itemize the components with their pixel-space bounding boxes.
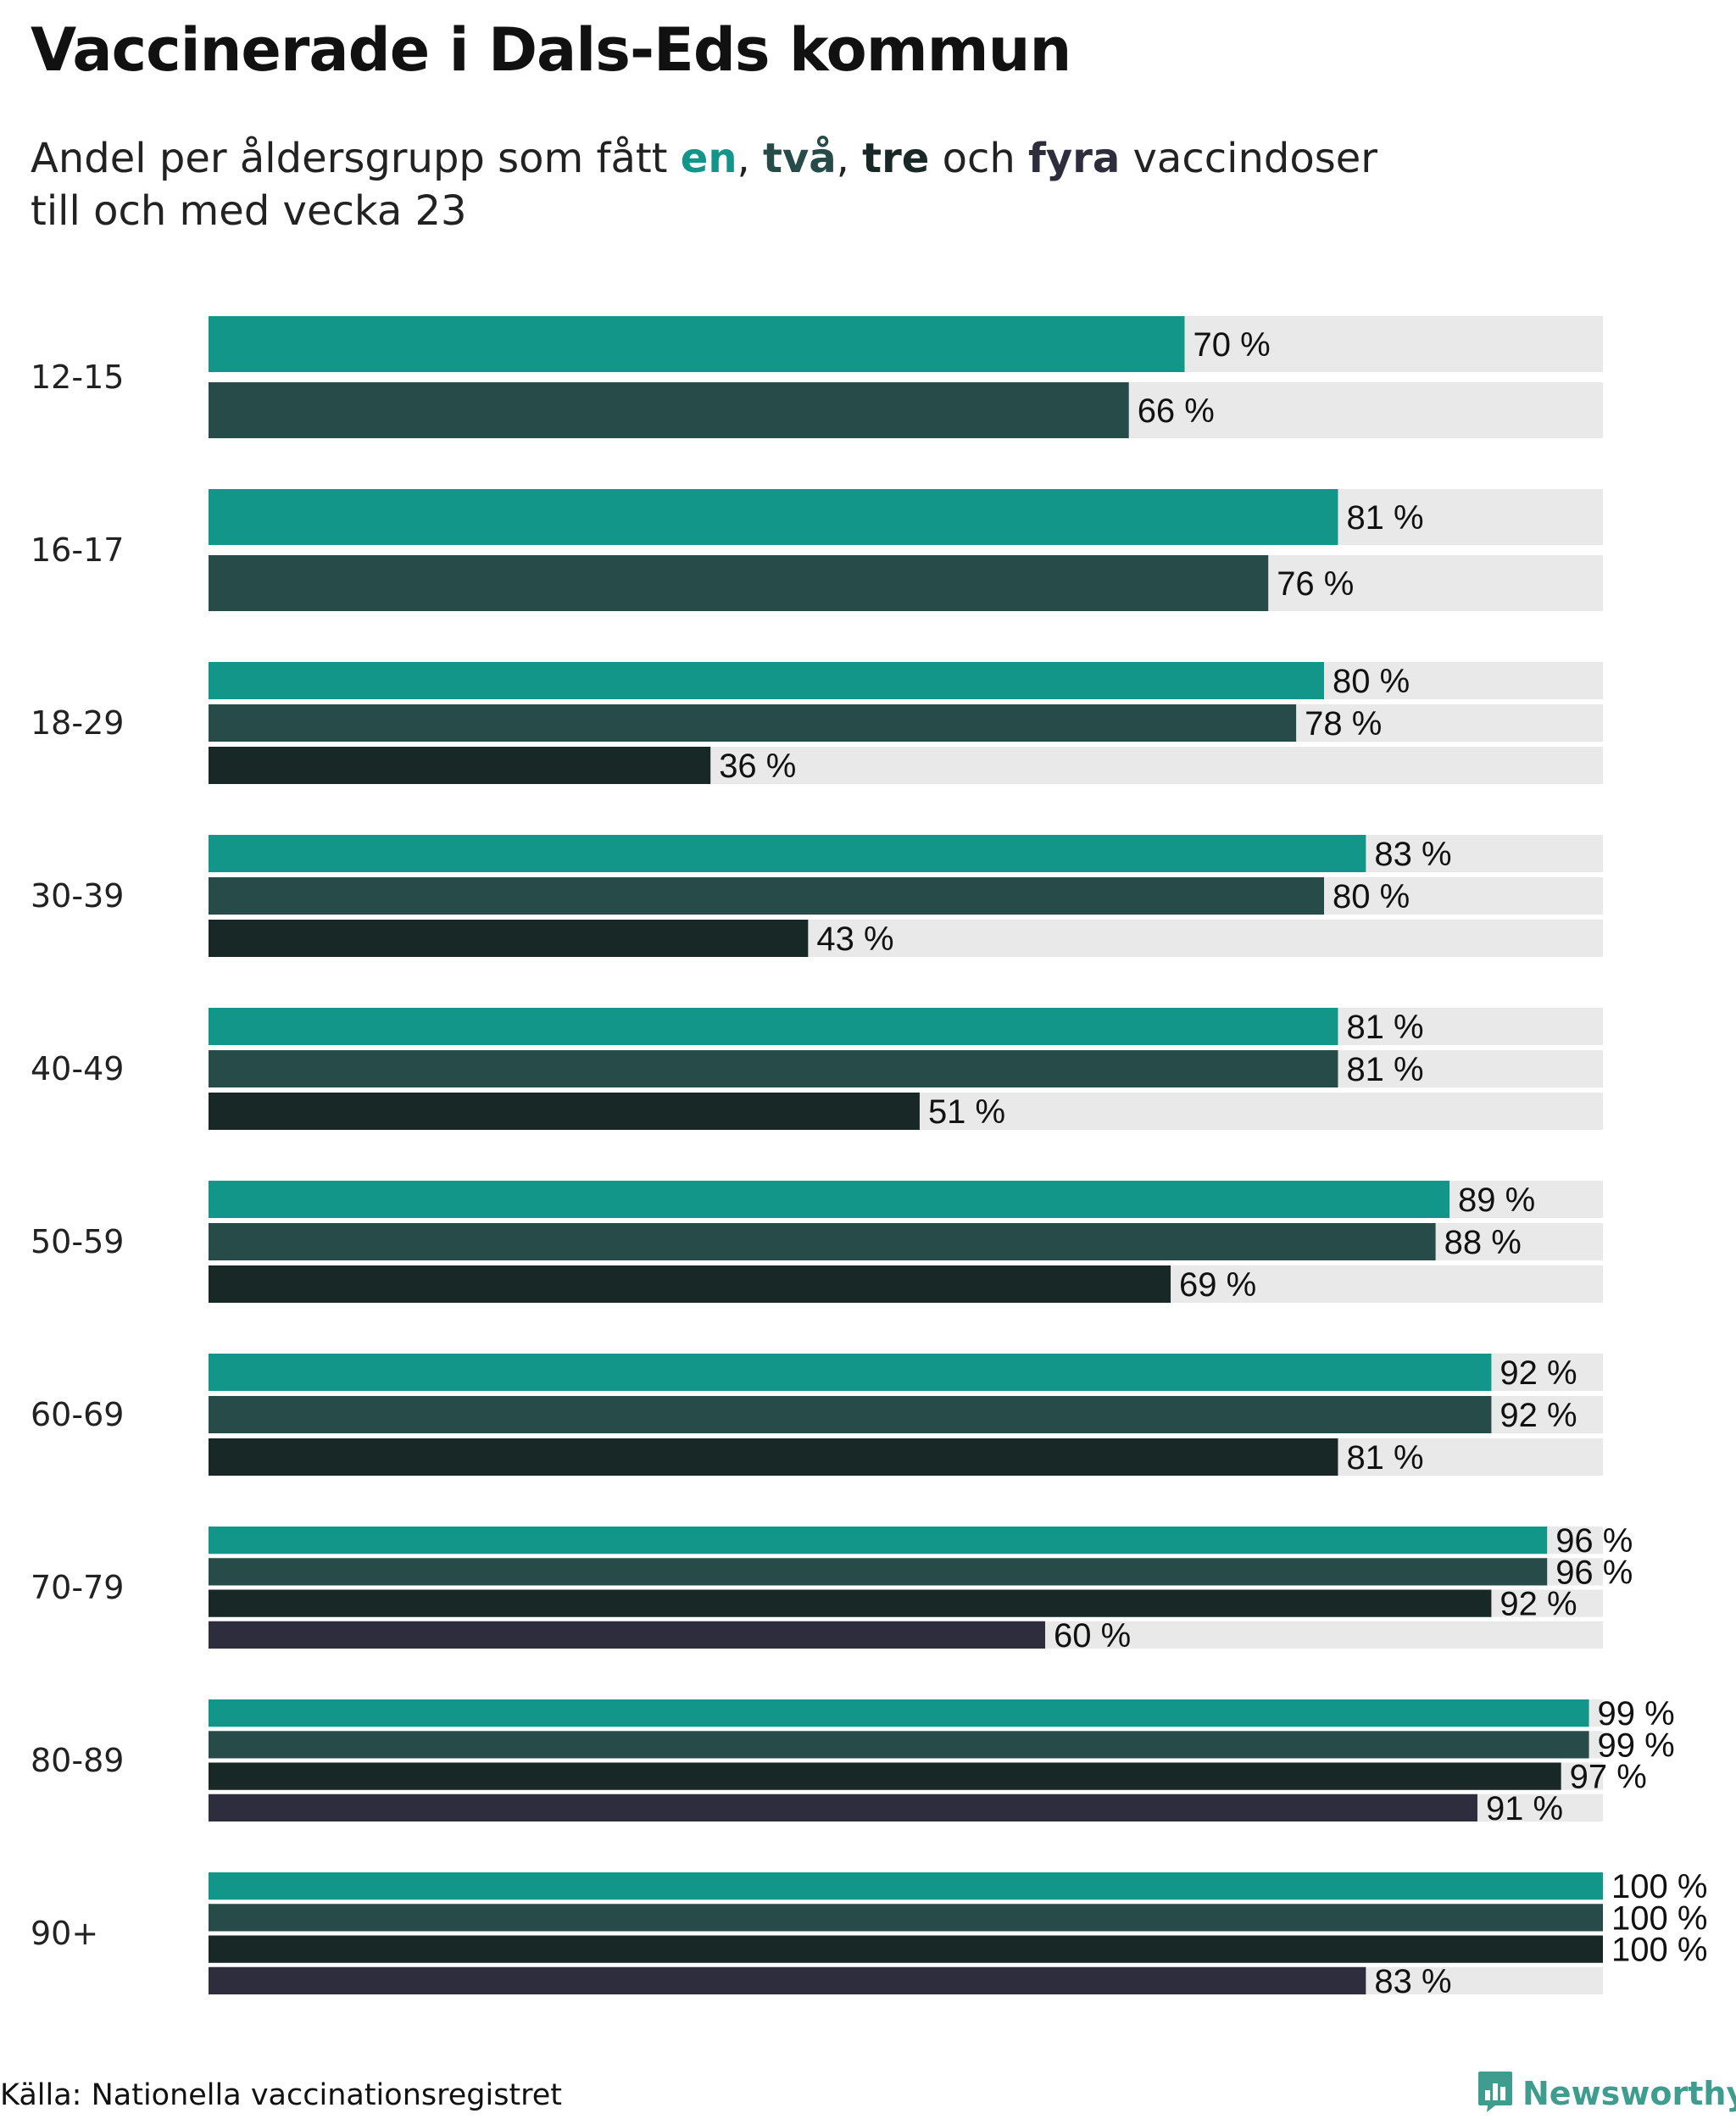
age-group-label: 16-17 xyxy=(31,531,124,569)
bar-one-dose xyxy=(209,1872,1603,1900)
age-group-label: 90+ xyxy=(31,1915,98,1952)
legend-three-doses: tre xyxy=(862,135,930,182)
data-label: 100 % xyxy=(1611,1932,1707,1969)
bar-two-doses xyxy=(209,555,1269,611)
bar-four-doses xyxy=(209,1966,1366,1994)
data-label: 76 % xyxy=(1277,565,1354,603)
data-label: 81 % xyxy=(1346,1439,1423,1477)
data-label: 80 % xyxy=(1333,878,1410,915)
data-label: 81 % xyxy=(1346,1051,1423,1088)
bar-two-doses xyxy=(209,877,1324,915)
age-group-label: 40-49 xyxy=(31,1050,124,1087)
bar-two-doses xyxy=(209,1904,1603,1932)
bar-three-doses xyxy=(209,747,711,784)
bar-two-doses xyxy=(209,1050,1338,1087)
bar-two-doses xyxy=(209,1558,1548,1586)
bar-one-dose xyxy=(209,1008,1338,1045)
bar-two-doses xyxy=(209,1731,1589,1759)
brand-name: Newsworthy xyxy=(1522,2075,1736,2112)
bar-two-doses xyxy=(209,704,1297,742)
data-label: 83 % xyxy=(1374,1963,1451,2000)
age-group-label: 80-89 xyxy=(31,1742,124,1779)
data-label: 99 % xyxy=(1598,1695,1675,1732)
bar-one-dose xyxy=(209,489,1338,545)
subtitle-line-2: till och med vecka 23 xyxy=(31,187,467,235)
data-label: 60 % xyxy=(1054,1617,1131,1655)
legend-two-doses: två xyxy=(763,135,837,182)
bar-three-doses xyxy=(209,1438,1338,1476)
legend-four-doses: fyra xyxy=(1028,135,1121,182)
bar-one-dose xyxy=(209,316,1185,372)
subtitle-text: vaccindoser xyxy=(1120,135,1377,182)
chart-title: Vaccinerade i Dals-Eds kommun xyxy=(31,15,1071,85)
bar-two-doses xyxy=(209,382,1129,438)
bar-three-doses xyxy=(209,1762,1561,1790)
data-label: 89 % xyxy=(1458,1182,1535,1219)
bar-one-dose xyxy=(209,835,1366,872)
data-label: 78 % xyxy=(1305,705,1382,742)
subtitle-separator: och xyxy=(929,135,1029,182)
age-group-label: 50-59 xyxy=(31,1223,124,1260)
bar-three-doses xyxy=(209,1093,920,1130)
age-group-label: 70-79 xyxy=(31,1569,124,1606)
data-label: 66 % xyxy=(1138,392,1215,430)
data-label: 92 % xyxy=(1500,1354,1577,1392)
data-label: 80 % xyxy=(1333,663,1410,700)
bar-one-dose xyxy=(209,662,1324,699)
bar-two-doses xyxy=(209,1396,1492,1433)
bar-one-dose xyxy=(209,1699,1589,1727)
bar-chart: 12-15 70 % 66 % 16-17 81 % 76 % 18-29 80 % 78 % 3… xyxy=(31,316,1707,2000)
data-label: 99 % xyxy=(1598,1727,1675,1764)
data-label: 43 % xyxy=(816,920,893,958)
source-note: Källa: Nationella vaccinationsregistret xyxy=(0,2078,563,2112)
data-label: 100 % xyxy=(1611,1868,1707,1905)
bar-chart-icon xyxy=(1477,2070,1514,2117)
legend-one-dose: en xyxy=(680,135,737,182)
data-label: 92 % xyxy=(1500,1586,1577,1623)
subtitle-separator: , xyxy=(737,135,764,182)
age-group-label: 60-69 xyxy=(31,1396,124,1433)
data-label: 100 % xyxy=(1611,1899,1707,1937)
bar-one-dose xyxy=(209,1354,1492,1391)
data-label: 96 % xyxy=(1555,1522,1633,1560)
bar-three-doses xyxy=(209,1589,1492,1617)
data-label: 97 % xyxy=(1570,1759,1647,1796)
age-group-label: 30-39 xyxy=(31,877,124,915)
data-label: 70 % xyxy=(1194,326,1271,364)
data-label: 81 % xyxy=(1346,1009,1423,1046)
data-label: 69 % xyxy=(1179,1266,1256,1304)
chart-subtitle: Andel per åldersgrupp som fått en, två, … xyxy=(31,132,1377,237)
data-label: 51 % xyxy=(928,1093,1005,1131)
data-label: 36 % xyxy=(719,748,796,785)
data-label: 81 % xyxy=(1346,499,1423,537)
data-label: 83 % xyxy=(1374,836,1451,873)
bar-one-dose xyxy=(209,1181,1450,1218)
bar-three-doses xyxy=(209,1265,1171,1303)
age-group-label: 12-15 xyxy=(31,359,124,396)
newsworthy-logo: Newsworthy xyxy=(1477,2070,1736,2117)
bar-four-doses xyxy=(209,1794,1477,1821)
bar-three-doses xyxy=(209,1935,1603,1963)
bar-four-doses xyxy=(209,1621,1045,1649)
bar-one-dose xyxy=(209,1527,1548,1554)
subtitle-separator: , xyxy=(836,135,863,182)
bar-two-doses xyxy=(209,1223,1436,1260)
data-label: 91 % xyxy=(1486,1790,1563,1827)
bar-three-doses xyxy=(209,920,809,957)
subtitle-text: Andel per åldersgrupp som fått xyxy=(31,135,681,182)
age-group-label: 18-29 xyxy=(31,704,124,742)
data-label: 96 % xyxy=(1555,1554,1633,1591)
data-label: 92 % xyxy=(1500,1397,1577,1434)
data-label: 88 % xyxy=(1444,1224,1522,1261)
